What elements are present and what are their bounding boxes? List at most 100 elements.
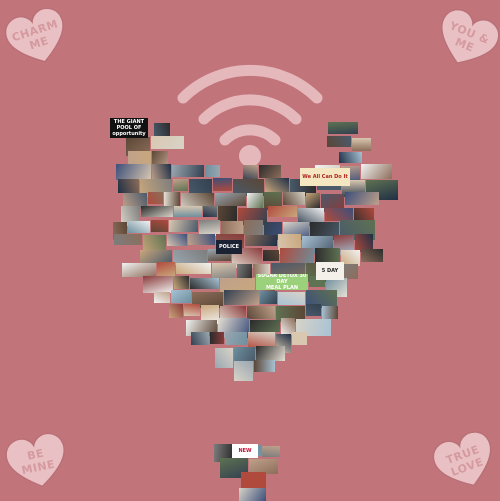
collage-photo <box>243 165 258 183</box>
collage-photo <box>173 179 188 191</box>
collage-photo <box>233 179 264 196</box>
collage-photo <box>114 234 142 245</box>
collage-photo <box>247 306 275 319</box>
collage-photo <box>327 136 351 147</box>
collage-photo <box>309 276 325 287</box>
collage-photo <box>248 332 275 349</box>
collage-photo <box>210 332 224 344</box>
collage-photo <box>245 235 277 246</box>
collage-photo <box>265 178 289 192</box>
collage-photo <box>212 263 236 280</box>
candy-heart-shape <box>432 431 492 487</box>
collage-photo <box>306 290 337 308</box>
collage-photo <box>256 346 285 361</box>
collage-photo <box>152 164 171 182</box>
collage-caption-text: 5 DAY <box>321 268 339 274</box>
collage-photo <box>283 192 305 205</box>
collage-photo <box>221 221 243 237</box>
collage-photo <box>234 347 255 361</box>
collage-photo <box>174 206 202 217</box>
collage-photo <box>315 248 340 263</box>
collage-photo <box>263 250 279 261</box>
collage-photo <box>325 208 353 221</box>
collage-photo <box>184 304 200 316</box>
collage-photo <box>278 292 305 305</box>
collage-photo <box>169 304 183 318</box>
collage-photo <box>116 164 151 180</box>
collage-photo <box>214 444 233 462</box>
candy-heart-shape <box>441 8 500 64</box>
collage-photo <box>141 206 173 217</box>
collage-photo <box>339 152 362 163</box>
collage-photo <box>128 221 150 233</box>
collage-photo <box>260 291 277 304</box>
collage-photo <box>280 248 314 266</box>
collage-photo <box>173 250 207 265</box>
collage-photo <box>143 276 173 293</box>
collage-photo <box>169 220 198 232</box>
collage-photo <box>296 319 331 336</box>
collage-caption-tile: NEW <box>232 444 258 458</box>
collage-photo <box>328 122 358 134</box>
collage-photo <box>306 193 320 208</box>
collage-photo <box>345 192 379 205</box>
candy-heart-shape <box>4 7 64 63</box>
collage-photo <box>352 138 371 151</box>
collage-photo <box>151 220 168 232</box>
collage-photo <box>203 206 217 217</box>
collage-photo <box>264 192 282 210</box>
collage-photo <box>247 193 263 208</box>
collage-photo <box>199 220 220 236</box>
collage-photo <box>234 361 253 381</box>
collage-caption-tile: SUGAR DETOX 30 DAY MEAL PLAN <box>256 274 308 290</box>
collage-photo <box>361 164 392 179</box>
collage-photo <box>181 193 214 210</box>
collage-caption-tile: We All Can Do It <box>300 168 350 186</box>
collage-photo <box>355 234 373 252</box>
collage-photo <box>262 446 280 457</box>
collage-photo <box>157 262 175 276</box>
collage-photo <box>213 178 232 191</box>
collage-caption-text: SUGAR DETOX 30 DAY MEAL PLAN <box>257 274 307 290</box>
collage-photo <box>218 206 237 221</box>
collage-photo <box>154 292 170 303</box>
collage-photo <box>215 348 233 368</box>
candy-heart-bottom-right: TRUE LOVE <box>424 422 500 499</box>
collage-photo <box>310 222 339 240</box>
candy-heart-top-right: YOU & ME <box>426 0 500 78</box>
collage-photo <box>118 179 139 193</box>
collage-photo <box>201 305 219 324</box>
collage-photo <box>215 193 246 206</box>
collage-photo <box>164 192 180 207</box>
collage-photo <box>237 264 252 281</box>
collage-photo <box>167 234 187 246</box>
collage-photo <box>122 263 156 277</box>
collage-photo <box>128 151 151 165</box>
collage-photo <box>140 250 172 263</box>
collage-caption-text: THE GIANT POOL OF opportunity <box>112 119 146 137</box>
collage-photo <box>341 250 360 266</box>
collage-photo <box>259 165 281 178</box>
collage-photo <box>268 206 297 217</box>
collage-photo <box>174 276 189 289</box>
collage-caption-tile: 5 DAY <box>316 262 344 280</box>
collage-photo <box>148 192 163 204</box>
collage-photo <box>239 488 266 501</box>
collage-photo <box>306 304 321 316</box>
collage-photo <box>123 193 147 209</box>
collage-caption-tile: POLICE <box>216 240 242 254</box>
candy-heart-top-left: CHARM ME <box>0 0 77 75</box>
collage-photo <box>244 220 263 235</box>
collage-photo <box>172 165 204 177</box>
candy-heart-shape <box>5 432 65 488</box>
collage-photo <box>151 136 184 149</box>
candy-heart-bottom-left: BE MINE <box>0 426 75 496</box>
collage-photo <box>253 264 270 277</box>
collage-photo <box>249 459 278 474</box>
collage-caption-text: POLICE <box>218 244 240 250</box>
collage-photo <box>225 332 247 345</box>
collage-photo <box>191 332 209 345</box>
collage-photo <box>298 208 324 226</box>
collage-photo <box>292 332 307 345</box>
collage-photo <box>188 234 215 245</box>
